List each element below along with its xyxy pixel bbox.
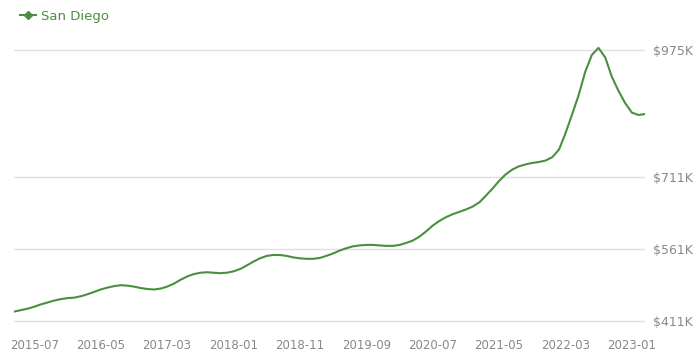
Legend: San Diego: San Diego — [15, 4, 114, 28]
